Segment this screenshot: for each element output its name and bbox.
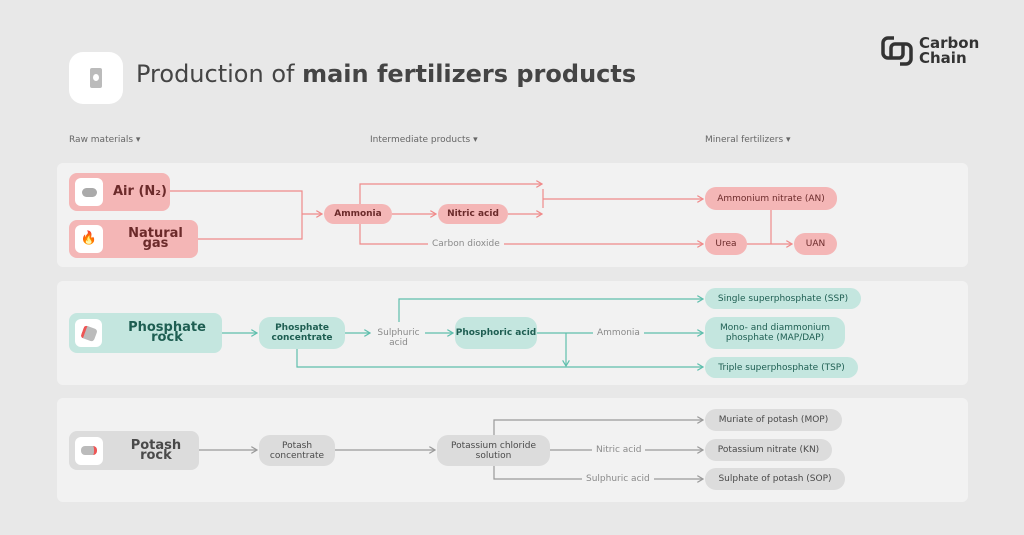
node-tsp[interactable]: Triple superphosphate (TSP) <box>705 357 858 378</box>
rock-icon <box>75 436 103 465</box>
column-header-mineral[interactable]: Mineral fertilizers ▾ <box>705 135 791 145</box>
node-air[interactable]: Air (N₂) <box>69 173 170 211</box>
node-potash-concentrate[interactable]: Potash concentrate <box>259 435 335 466</box>
title-icon <box>69 52 123 104</box>
fertilizer-bag-icon <box>90 68 102 88</box>
rock-icon <box>75 319 102 347</box>
flow-air-ammonia <box>170 190 303 240</box>
node-mop[interactable]: Muriate of potash (MOP) <box>705 409 842 431</box>
cloud-icon <box>75 178 103 206</box>
node-natural-gas[interactable]: 🔥 Natural gas <box>69 220 198 258</box>
chain-icon <box>881 36 913 66</box>
carbonchain-logo: Carbon Chain <box>880 34 979 68</box>
column-header-intermediate[interactable]: Intermediate products ▾ <box>370 135 478 145</box>
node-sop[interactable]: Sulphate of potash (SOP) <box>705 468 845 490</box>
label-nitric-acid: Nitric acid <box>592 445 646 455</box>
node-potassium-chloride-solution[interactable]: Potassium chloride solution <box>437 435 550 466</box>
column-header-raw[interactable]: Raw materials ▾ <box>69 135 141 145</box>
flame-icon: 🔥 <box>75 225 103 253</box>
logo-text: Carbon <box>919 34 980 52</box>
node-phosphate-concentrate[interactable]: Phosphate concentrate <box>259 317 345 349</box>
node-phosphoric-acid[interactable]: Phosphoric acid <box>455 317 537 349</box>
node-ammonium-nitrate[interactable]: Ammonium nitrate (AN) <box>705 187 837 210</box>
node-ssp[interactable]: Single superphosphate (SSP) <box>705 288 861 309</box>
node-ammonia[interactable]: Ammonia <box>324 204 392 224</box>
node-phosphate-rock[interactable]: Phosphate rock <box>69 313 222 353</box>
node-urea[interactable]: Urea <box>705 233 747 255</box>
node-kn[interactable]: Potassium nitrate (KN) <box>705 439 832 461</box>
node-nitric-acid[interactable]: Nitric acid <box>438 204 508 224</box>
label-sulphuric-acid: Sulphuric acid <box>372 328 425 348</box>
label-sulphuric-acid: Sulphuric acid <box>582 474 654 484</box>
flow-ammonia-top <box>359 184 542 204</box>
node-uan[interactable]: UAN <box>794 233 837 255</box>
flow-to-ssp <box>398 299 703 322</box>
flow-to-tsp <box>296 349 703 367</box>
label-carbon-dioxide: Carbon dioxide <box>428 239 504 249</box>
node-potash-rock[interactable]: Potash rock <box>69 431 199 470</box>
page-title: Production of main fertilizers products <box>136 60 637 88</box>
node-map-dap[interactable]: Mono- and diammonium phosphate (MAP/DAP) <box>705 317 845 349</box>
label-ammonia: Ammonia <box>593 328 644 338</box>
flow-co2-urea <box>359 224 703 244</box>
flow-to-mop <box>493 420 703 435</box>
logo-text: Chain <box>919 49 967 67</box>
